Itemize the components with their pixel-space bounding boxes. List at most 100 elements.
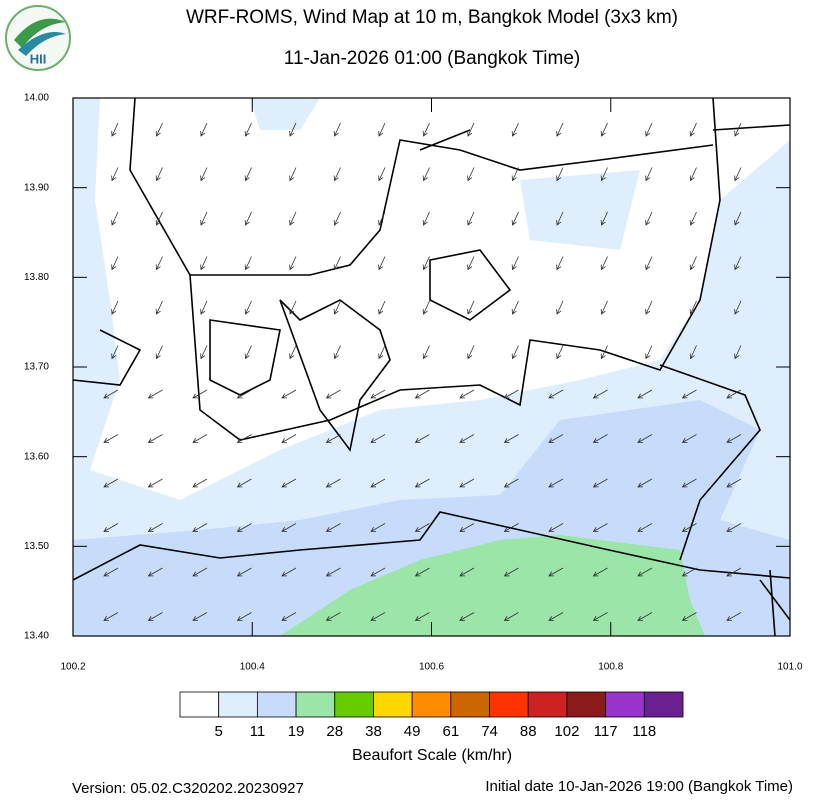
wind-arrow xyxy=(192,478,208,488)
wind-arrow xyxy=(378,300,386,315)
wind-arrow xyxy=(592,567,608,577)
colorbar-label: 28 xyxy=(326,723,343,740)
x-tick-label: 101.0 xyxy=(777,662,802,673)
colorbar-box xyxy=(605,691,645,718)
wind-arrow xyxy=(689,167,697,182)
colorbar-box xyxy=(373,691,413,718)
wind-arrow xyxy=(459,389,475,399)
wind-arrow xyxy=(511,211,519,226)
wind-arrow xyxy=(600,256,608,271)
colorbar-label: 61 xyxy=(443,723,460,740)
wind-arrow xyxy=(592,478,608,488)
wind-arrow xyxy=(103,612,119,621)
colorbar-box xyxy=(334,691,374,718)
wind-arrow xyxy=(192,612,208,621)
map xyxy=(72,97,791,637)
wind-arrow xyxy=(556,211,564,226)
wind-arrow xyxy=(556,167,564,182)
wind-arrow xyxy=(236,567,252,577)
y-tick-label: 13.40 xyxy=(24,631,49,642)
wind-arrow xyxy=(592,434,608,443)
x-tick-label: 100.8 xyxy=(598,662,623,673)
wind-arrow xyxy=(378,167,386,182)
wind-arrow xyxy=(422,122,430,137)
wind-arrow xyxy=(459,434,475,443)
colorbar-label: 102 xyxy=(554,723,579,740)
wind-arrow xyxy=(689,256,697,271)
wind-arrow xyxy=(592,389,608,399)
colorbar-label: 117 xyxy=(594,723,618,740)
wind-arrow xyxy=(734,211,742,226)
colorbar-label: 74 xyxy=(481,723,498,740)
wind-arrow xyxy=(645,256,653,271)
title: WRF-ROMS, Wind Map at 10 m, Bangkok Mode… xyxy=(186,7,678,28)
x-tick-label: 100.2 xyxy=(60,662,85,673)
wind-arrow xyxy=(414,567,430,577)
wind-arrow xyxy=(681,478,697,488)
wind-arrow xyxy=(147,523,163,532)
colorbar-box xyxy=(179,691,220,718)
wind-arrow xyxy=(103,523,119,532)
wind-arrow xyxy=(689,300,697,315)
colorbar-box xyxy=(295,691,336,718)
wind-arrow xyxy=(155,211,163,226)
wind-arrow xyxy=(111,167,119,182)
wind-arrow xyxy=(281,523,297,532)
wind-arrow xyxy=(511,345,519,360)
wind-arrow xyxy=(111,256,119,271)
wind-arrow xyxy=(325,523,341,532)
wind-arrow xyxy=(726,523,742,532)
wind-arrow xyxy=(681,612,697,621)
wind-arrow xyxy=(414,389,430,399)
wind-arrow xyxy=(111,300,119,315)
wind-arrow xyxy=(645,211,653,226)
wind-arrow xyxy=(200,345,208,360)
wind-arrow xyxy=(370,612,386,621)
wind-arrow xyxy=(200,122,208,137)
wind-arrow xyxy=(147,612,163,621)
colorbar-label: 118 xyxy=(632,723,656,740)
wind-arrow xyxy=(200,167,208,182)
wind-arrow xyxy=(325,567,341,577)
wind-arrow xyxy=(192,567,208,577)
wind-arrow xyxy=(147,389,163,399)
wind-arrow xyxy=(155,167,163,182)
wind-arrow xyxy=(548,612,564,621)
logo: HII xyxy=(5,5,71,71)
wind-arrow xyxy=(637,523,653,532)
wind-arrow xyxy=(236,612,252,621)
wind-arrow xyxy=(548,567,564,577)
boundaries xyxy=(72,97,791,637)
wind-arrow xyxy=(556,345,564,360)
wind-arrow xyxy=(103,478,119,488)
wind-arrow xyxy=(459,567,475,577)
wind-arrow xyxy=(592,612,608,621)
wind-arrow xyxy=(548,478,564,488)
y-tick-label: 13.90 xyxy=(24,182,49,193)
logo-leaf xyxy=(14,18,66,48)
wind-arrow xyxy=(192,523,208,532)
wind-arrow xyxy=(325,434,341,443)
wind-arrow xyxy=(511,167,519,182)
wind-arrow xyxy=(200,211,208,226)
colorbar-label: 49 xyxy=(404,723,421,740)
wind-arrow xyxy=(236,523,252,532)
wind-arrow xyxy=(645,122,653,137)
colorbar-box xyxy=(643,691,684,718)
wind-arrow xyxy=(734,300,742,315)
wind-arrow xyxy=(467,345,475,360)
wind-arrow xyxy=(556,256,564,271)
wind-arrow xyxy=(548,523,564,532)
wind-arrow xyxy=(333,122,341,137)
wind-arrow xyxy=(422,256,430,271)
wind-arrow xyxy=(236,478,252,488)
colorbar-title: Beaufort Scale (km/hr) xyxy=(352,747,512,764)
colorbar-box xyxy=(450,691,490,718)
logo-leaf xyxy=(18,32,66,56)
wind-arrow xyxy=(200,256,208,271)
wind-arrow xyxy=(289,345,297,360)
wind-arrow xyxy=(467,300,475,315)
colorbar-label: 11 xyxy=(250,723,266,740)
wind-arrow xyxy=(592,523,608,532)
wind-arrow xyxy=(600,211,608,226)
